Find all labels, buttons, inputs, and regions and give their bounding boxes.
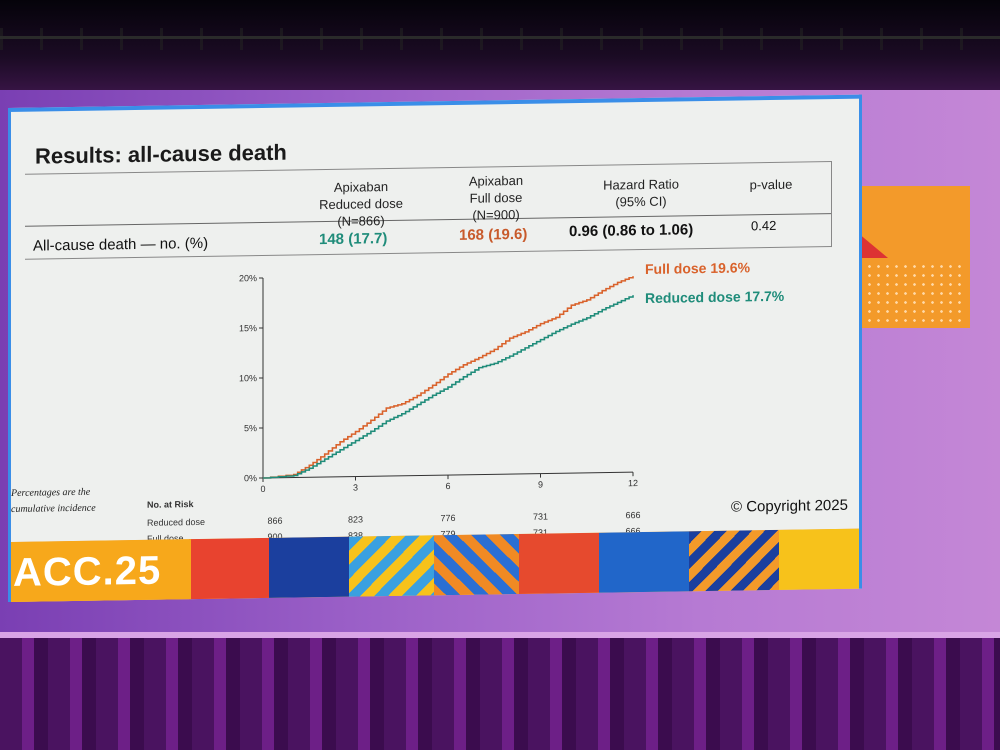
at-risk-value: 823 <box>348 514 363 524</box>
copyright-text: © Copyright 2025 <box>731 496 848 516</box>
projected-slide: Results: all-cause death Apixaban Reduce… <box>8 94 862 603</box>
row-label-all-cause-death: All-cause death — no. (%) <box>33 234 209 255</box>
lighting-truss-bar <box>0 36 1000 39</box>
banner-block <box>689 529 779 594</box>
dot-pattern-decoration <box>856 262 966 322</box>
at-risk-row-label: Full dose <box>147 533 184 542</box>
col-header-p-value: p-value <box>731 175 811 193</box>
at-risk-value: 776 <box>440 513 455 523</box>
y-tick-label: 10% <box>239 373 257 383</box>
col-header-line: Full dose <box>469 189 523 206</box>
stage-edge <box>0 632 1000 638</box>
banner-block <box>779 528 859 592</box>
col-header-line: (N=900) <box>472 206 520 223</box>
col-header-line: (95% CI) <box>615 193 667 210</box>
col-header-line: Hazard Ratio <box>603 176 679 193</box>
stage-curtain <box>0 638 1000 750</box>
series-line-reduced-dose <box>263 295 634 479</box>
y-tick-label: 5% <box>244 423 257 433</box>
banner-block <box>519 532 599 596</box>
value-reduced-dose: 148 (17.7) <box>319 230 388 249</box>
at-risk-row-label: Reduced dose <box>147 517 205 528</box>
footnote-line-1: Percentages are the <box>11 486 91 499</box>
y-tick-label: 15% <box>239 323 257 333</box>
at-risk-header: No. at Risk <box>147 499 195 510</box>
y-tick-label: 20% <box>239 273 257 283</box>
x-tick-label: 0 <box>260 484 265 494</box>
banner-block <box>599 531 689 595</box>
col-header-full: Apixaban Full dose (N=900) <box>441 171 551 224</box>
col-header-hazard-ratio: Hazard Ratio (95% CI) <box>581 175 701 211</box>
at-risk-value: 666 <box>625 510 640 520</box>
at-risk-value: 731 <box>533 512 548 522</box>
col-header-line: Apixaban <box>468 172 524 189</box>
acc25-logo: ACC.25 <box>11 539 191 603</box>
slide-title: Results: all-cause death <box>35 139 287 169</box>
col-header-line: p-value <box>749 176 793 193</box>
col-header-reduced: Apixaban Reduced dose (N=866) <box>301 178 421 231</box>
y-tick-label: 0% <box>244 473 257 483</box>
series-end-label: Reduced dose 17.7% <box>645 288 785 306</box>
banner-block <box>349 535 434 599</box>
series-end-label: Full dose 19.6% <box>645 259 751 277</box>
value-full-dose: 168 (19.6) <box>459 225 528 244</box>
value-p-value: 0.42 <box>751 217 777 234</box>
x-tick-label: 3 <box>353 483 358 493</box>
col-header-line: (N=866) <box>337 213 385 229</box>
footnote-line-2: cumulative incidence <box>11 502 96 515</box>
cumulative-incidence-chart: 0% 5% 10% 15% 20% 0 3 6 9 12 Full dose 19.6% Reduce… <box>147 259 785 542</box>
banner-block <box>269 536 349 600</box>
x-tick-label: 12 <box>628 478 638 488</box>
x-tick-label: 9 <box>538 480 543 490</box>
lighting-truss <box>0 28 1000 50</box>
series-line-full-dose <box>263 276 634 479</box>
at-risk-value: 866 <box>267 516 282 526</box>
banner-block <box>434 533 519 598</box>
col-header-line: Reduced dose <box>319 195 403 213</box>
col-header-line: Apixaban <box>333 179 389 195</box>
value-hazard-ratio: 0.96 (0.86 to 1.06) <box>569 221 694 241</box>
banner-block <box>189 537 269 602</box>
x-tick-label: 6 <box>445 481 450 491</box>
